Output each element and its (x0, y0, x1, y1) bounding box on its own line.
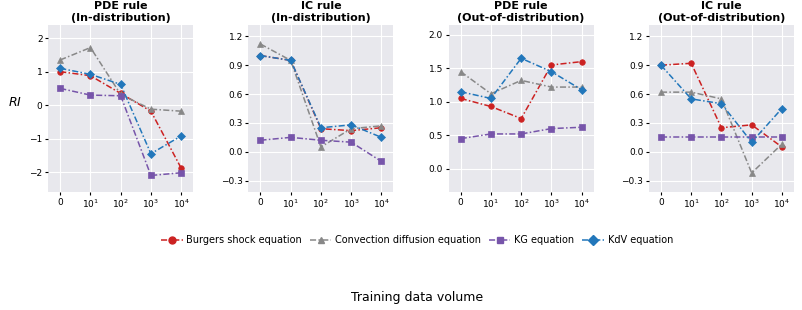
Y-axis label: $RI$: $RI$ (8, 95, 22, 108)
Legend: Burgers shock equation, Convection diffusion equation, KG equation, KdV equation: Burgers shock equation, Convection diffu… (157, 232, 677, 249)
Title: PDE rule
(Out-of-distribution): PDE rule (Out-of-distribution) (457, 1, 585, 23)
Text: Training data volume: Training data volume (351, 291, 483, 304)
Title: IC rule
(Out-of-distribution): IC rule (Out-of-distribution) (658, 1, 785, 23)
Title: IC rule
(In-distribution): IC rule (In-distribution) (271, 1, 371, 23)
Title: PDE rule
(In-distribution): PDE rule (In-distribution) (71, 1, 171, 23)
